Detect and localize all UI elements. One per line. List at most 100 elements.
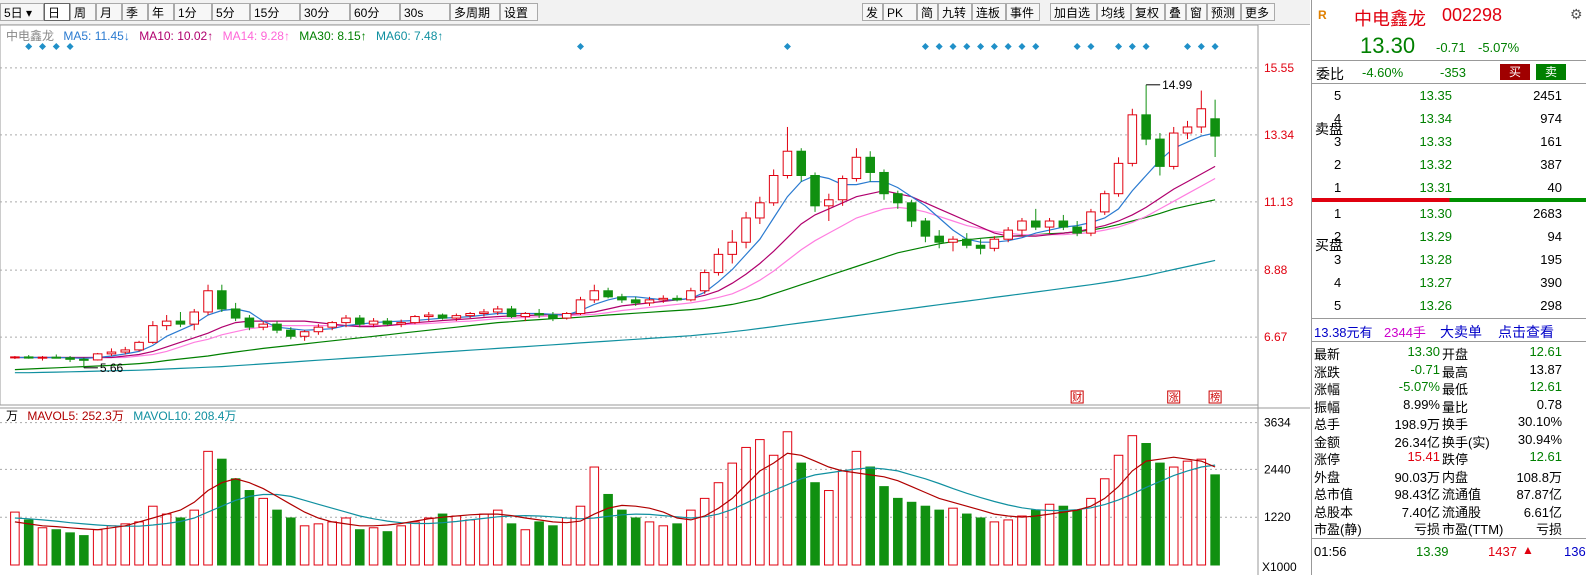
- toolbar-button-4[interactable]: 连板: [972, 3, 1006, 21]
- sell-price: 13.35: [1419, 88, 1452, 103]
- period-button-4[interactable]: 年: [148, 3, 174, 21]
- candle-body: [175, 320, 186, 325]
- candle-body: [148, 325, 158, 343]
- toolbar-button-11[interactable]: 预测: [1207, 3, 1241, 21]
- volume-bar: [520, 529, 531, 566]
- volume-bar: [106, 525, 117, 566]
- signal-diamond-icon: [921, 43, 929, 50]
- period-button-12[interactable]: 设置: [500, 3, 538, 21]
- mavol5-label: MAVOL5: 252.3万: [27, 409, 124, 423]
- signal-diamond-icon: [1073, 43, 1081, 50]
- stock-name: 中电鑫龙: [1354, 9, 1426, 29]
- buy-button[interactable]: 买: [1500, 64, 1530, 80]
- candle-body: [934, 235, 944, 243]
- stock-name-label: 中电鑫龙: [6, 29, 55, 43]
- toolbar-button-3[interactable]: 九转: [938, 3, 972, 21]
- candle-body: [410, 316, 420, 324]
- period-button-3[interactable]: 季: [122, 3, 148, 21]
- stat-value: 198.9万: [1394, 417, 1440, 432]
- period-button-8[interactable]: 30分: [300, 3, 350, 21]
- candle-body: [368, 320, 379, 325]
- candle-body: [948, 238, 958, 243]
- buy-price: 13.27: [1419, 275, 1452, 290]
- signal-diamond-icon: [963, 43, 971, 50]
- period-button-2[interactable]: 月: [96, 3, 122, 21]
- kline-chart-area[interactable]: 15.55 13.34 11.13 8.88 6.67 3634 2440 1220 X1000…: [0, 24, 1310, 575]
- stat-value: -5.07%: [1398, 379, 1440, 394]
- period-button-10[interactable]: 30s: [400, 3, 450, 21]
- volume-bar: [686, 509, 696, 566]
- buy-volume: 94: [1547, 229, 1562, 244]
- candle-body: [824, 199, 834, 207]
- volume-bar: [1030, 509, 1041, 566]
- period-button-6[interactable]: 5分: [212, 3, 250, 21]
- toolbar-button-5[interactable]: 事件: [1006, 3, 1040, 21]
- sell-button[interactable]: 卖: [1536, 64, 1566, 80]
- toolbar-button-0[interactable]: 发: [862, 3, 883, 21]
- volume-bar: [120, 523, 131, 566]
- stat-value2: 108.8万: [1516, 469, 1562, 485]
- stat-label2: 市盈(TTM): [1442, 522, 1504, 537]
- price-tick-label: 6.67: [1264, 330, 1288, 344]
- volume-bar: [79, 535, 89, 566]
- vol-unit-label: 万: [6, 409, 19, 423]
- stat-label2: 换手(实): [1442, 434, 1490, 450]
- volume-bar: [423, 517, 434, 566]
- candle-body: [796, 150, 807, 176]
- toolbar-button-7[interactable]: 均线: [1097, 3, 1131, 21]
- stat-value2: 12.61: [1529, 379, 1562, 394]
- vol-tick-label: 1220: [1264, 510, 1291, 524]
- candle-body: [313, 326, 324, 333]
- volume-bar: [561, 517, 572, 566]
- candle-body: [575, 299, 586, 315]
- stat-label: 总手: [1314, 417, 1341, 432]
- toolbar-button-6[interactable]: 加自选: [1050, 3, 1097, 21]
- period-button-0[interactable]: 日: [44, 3, 70, 21]
- toolbar-button-10[interactable]: 窗: [1186, 3, 1207, 21]
- signal-diamond-icon: [935, 43, 943, 50]
- volume-bar: [617, 509, 627, 566]
- toolbar-button-1[interactable]: PK: [883, 3, 917, 21]
- candle-body: [837, 178, 848, 201]
- volume-bar: [1086, 497, 1096, 566]
- bigorder-view-link[interactable]: 点击查看: [1498, 324, 1554, 340]
- stat-label2: 内盘: [1442, 469, 1469, 485]
- candle-body: [299, 331, 310, 337]
- stat-label2: 换手: [1442, 417, 1469, 432]
- buy-level: 2: [1334, 229, 1342, 244]
- bigorder-price: 13.38元有: [1314, 325, 1373, 340]
- period-button-7[interactable]: 15分: [250, 3, 300, 21]
- volume-bar: [906, 501, 917, 566]
- candle-body: [699, 272, 710, 292]
- kline-chart-svg[interactable]: 15.55 13.34 11.13 8.88 6.67 3634 2440 1220 X1000…: [0, 24, 1310, 575]
- vol-scale-label: X1000: [1262, 560, 1297, 574]
- tick-extra: 136: [1564, 544, 1586, 559]
- candle-body: [258, 323, 268, 328]
- toolbar-button-8[interactable]: 复权: [1131, 3, 1165, 21]
- stat-label: 涨跌: [1314, 364, 1341, 380]
- settings-gear-icon[interactable]: ⚙: [1570, 6, 1583, 22]
- period-button-9[interactable]: 60分: [350, 3, 400, 21]
- period-button-5[interactable]: 1分: [174, 3, 212, 21]
- signal-diamond-icon: [52, 43, 60, 50]
- mavol10-line: [14, 464, 1216, 527]
- candle-body: [382, 320, 393, 325]
- period-button-11[interactable]: 多周期: [450, 3, 500, 21]
- toolbar-button-12[interactable]: 更多: [1241, 3, 1275, 21]
- buy-price: 13.29: [1419, 229, 1452, 244]
- candle-body: [589, 290, 600, 301]
- candle-body: [1017, 220, 1027, 231]
- period-select[interactable]: 5日 ▾: [0, 3, 44, 21]
- period-button-1[interactable]: 周: [70, 3, 96, 21]
- sell-volume: 40: [1547, 180, 1562, 195]
- volume-bar: [1168, 466, 1179, 566]
- candle-body: [617, 296, 627, 301]
- toolbar-button-9[interactable]: 叠: [1165, 3, 1186, 21]
- volume-bar: [768, 454, 779, 566]
- toolbar-button-2[interactable]: 简: [917, 3, 938, 21]
- ma10-label: MA10: 10.02↑: [139, 29, 214, 43]
- stat-label2: 最低: [1442, 382, 1469, 397]
- signal-diamond-icon: [1142, 43, 1150, 50]
- candle-body: [65, 357, 75, 360]
- stock-code: 002298: [1442, 5, 1503, 25]
